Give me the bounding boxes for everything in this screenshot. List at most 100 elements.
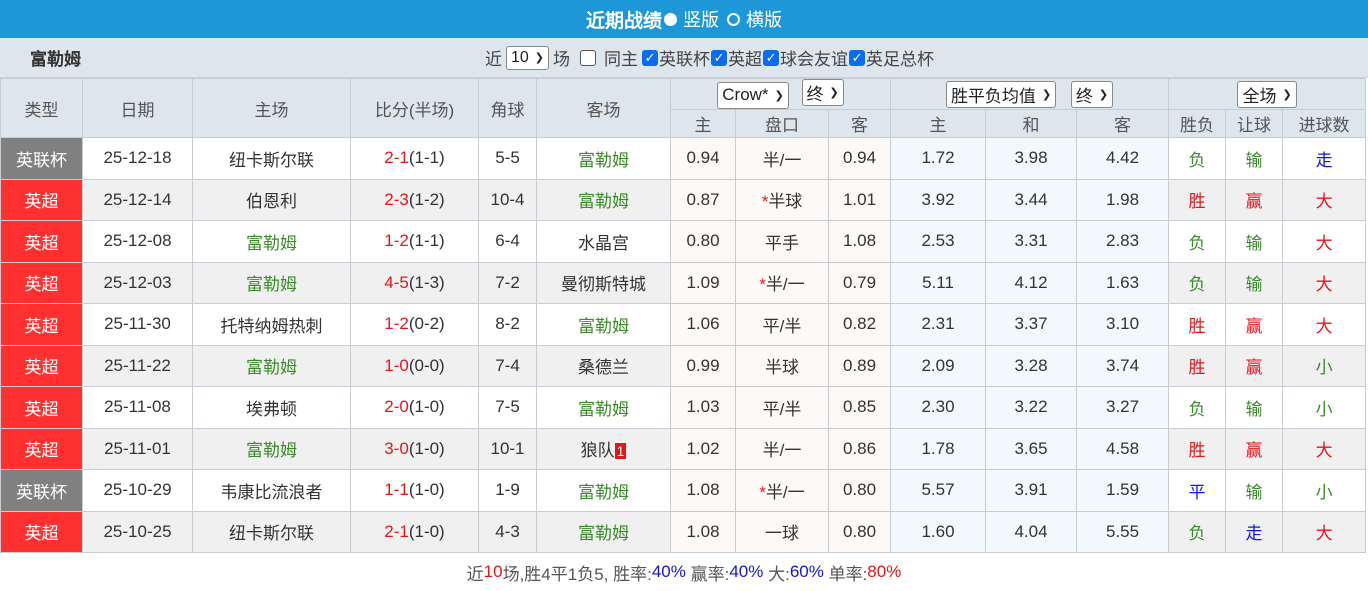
score-cell[interactable]: 1-2(0-2) (350, 303, 479, 346)
summary-text: 大: (763, 564, 790, 584)
score-cell[interactable]: 3-0(1-0) (350, 427, 479, 470)
corners: 7-4 (478, 344, 537, 387)
home-team[interactable]: 托特纳姆热刺 (220, 316, 323, 336)
euro-win-odds: 1.60 (890, 510, 987, 553)
home-team[interactable]: 富勒姆 (246, 441, 297, 461)
away-cell: 曼彻斯特城 (536, 261, 671, 304)
half-score: (1-0) (408, 521, 445, 541)
chevron-down-icon: ❯ (534, 52, 545, 64)
avg-time-select[interactable]: 终 ❯ (1070, 80, 1114, 108)
score-cell[interactable]: 2-3(1-2) (350, 178, 479, 221)
score-cell[interactable]: 1-2(1-1) (350, 220, 479, 263)
result-handicap: 赢 (1225, 344, 1284, 387)
summary: 近 10 场,胜4平1负5, 胜率: 40% 赢率: 40% 大: 60% 单率: 80% (0, 553, 1368, 591)
result-wdl: 胜 (1168, 303, 1227, 346)
handicap-value: 半球 (768, 192, 803, 212)
summary-text: 场,胜4平1负5, 胜率: (502, 564, 652, 584)
result-goals: 走 (1282, 137, 1367, 180)
radio-vertical-label[interactable]: 竖版 (683, 10, 719, 30)
asian-away-odds: 1.01 (827, 178, 892, 221)
subcol-header: 主 (890, 109, 987, 138)
league-checkbox[interactable]: ✓ (711, 49, 728, 66)
handicap-value: 半/一 (765, 482, 805, 502)
asian-away-odds: 1.08 (827, 220, 892, 263)
away-team[interactable]: 富勒姆 (578, 192, 629, 212)
avg-select[interactable]: 胜平负均值 ❯ (945, 80, 1057, 108)
score-cell[interactable]: 1-0(0-0) (350, 344, 479, 387)
company-select[interactable]: Crow* ❯ (717, 81, 789, 109)
home-team[interactable]: 埃弗顿 (246, 399, 297, 419)
league-label: 英超 (728, 50, 763, 69)
result-handicap: 输 (1225, 220, 1284, 263)
euro-win-odds: 2.53 (890, 220, 987, 263)
asian-home-odds: 1.02 (670, 427, 736, 470)
away-team[interactable]: 富勒姆 (578, 482, 629, 502)
same-host-checkbox[interactable] (580, 49, 597, 66)
score-cell[interactable]: 2-0(1-0) (350, 386, 479, 429)
home-team[interactable]: 富勒姆 (246, 233, 297, 253)
result-header: 全场 ❯ (1168, 78, 1367, 110)
result-goals: 大 (1282, 261, 1367, 304)
result-goals: 大 (1282, 510, 1367, 553)
euro-win-odds: 2.31 (890, 303, 987, 346)
half-score: (1-0) (408, 397, 445, 417)
league-label: 英足总杯 (866, 50, 935, 69)
away-team[interactable]: 曼彻斯特城 (561, 275, 646, 295)
away-cell: 狼队 1 (536, 427, 671, 470)
match-type: 英超 (0, 386, 83, 429)
score-cell[interactable]: 2-1(1-0) (350, 510, 479, 553)
euro-lose-odds: 3.10 (1076, 303, 1170, 346)
home-team[interactable]: 伯恩利 (246, 192, 297, 212)
score-cell[interactable]: 4-5(1-3) (350, 261, 479, 304)
home-team[interactable]: 富勒姆 (246, 358, 297, 378)
home-team[interactable]: 富勒姆 (246, 275, 297, 295)
away-team[interactable]: 富勒姆 (578, 316, 629, 336)
away-team[interactable]: 水晶宫 (578, 233, 629, 253)
radio-horizontal-label[interactable]: 横版 (746, 10, 782, 30)
home-team[interactable]: 纽卡斯尔联 (229, 524, 314, 544)
away-team[interactable]: 狼队 (580, 441, 615, 461)
score-cell[interactable]: 1-1(1-0) (350, 469, 479, 512)
league-checkbox[interactable]: ✓ (849, 49, 866, 66)
euro-lose-odds: 3.74 (1076, 344, 1170, 387)
league-label: 球会友谊 (780, 50, 849, 69)
match-count-select[interactable]: 10 ❯ (506, 45, 550, 70)
result-handicap: 走 (1225, 510, 1284, 553)
away-cell: 富勒姆 (536, 303, 671, 346)
asian-odds-header: Crow* ❯ 终 ❯ (669, 78, 892, 110)
full-score: 1-0 (384, 355, 409, 375)
away-team[interactable]: 富勒姆 (578, 524, 629, 544)
subcol-header: 胜负 (1168, 109, 1227, 138)
result-goals: 小 (1282, 469, 1367, 512)
asian-away-odds: 0.85 (827, 386, 892, 429)
result-handicap: 输 (1225, 386, 1284, 429)
asian-home-odds: 1.03 (670, 386, 736, 429)
radio-horizontal[interactable] (727, 12, 740, 26)
score-cell[interactable]: 2-1(1-1) (350, 137, 479, 180)
subcol-header: 和 (985, 109, 1078, 138)
radio-vertical[interactable] (664, 12, 677, 26)
away-team[interactable]: 富勒姆 (578, 150, 629, 170)
match-date: 25-12-08 (82, 220, 193, 263)
match-type: 英超 (0, 261, 83, 304)
handicap-line: *半/一 (735, 261, 829, 304)
away-team[interactable]: 桑德兰 (578, 358, 629, 378)
away-cell: 桑德兰 (536, 344, 671, 387)
corners: 10-1 (478, 427, 537, 470)
result-wdl: 负 (1168, 510, 1227, 553)
away-cell: 富勒姆 (536, 469, 671, 512)
scope-select[interactable]: 全场 ❯ (1237, 80, 1297, 108)
away-team[interactable]: 富勒姆 (578, 399, 629, 419)
match-date: 25-12-18 (82, 137, 193, 180)
handicap-value: 半/一 (762, 441, 802, 461)
home-team[interactable]: 纽卡斯尔联 (229, 150, 314, 170)
chevron-down-icon: ❯ (1282, 88, 1292, 101)
league-checkbox[interactable]: ✓ (763, 49, 780, 66)
asian-home-odds: 0.87 (670, 178, 736, 221)
odds-time-select[interactable]: 终 ❯ (801, 79, 844, 107)
home-team[interactable]: 韦康比流浪者 (220, 482, 323, 502)
odd-rate: 80% (867, 562, 902, 581)
league-checkbox[interactable]: ✓ (642, 49, 659, 66)
col-away: 客场 (536, 78, 671, 138)
subcol-header: 盘口 (735, 109, 829, 138)
